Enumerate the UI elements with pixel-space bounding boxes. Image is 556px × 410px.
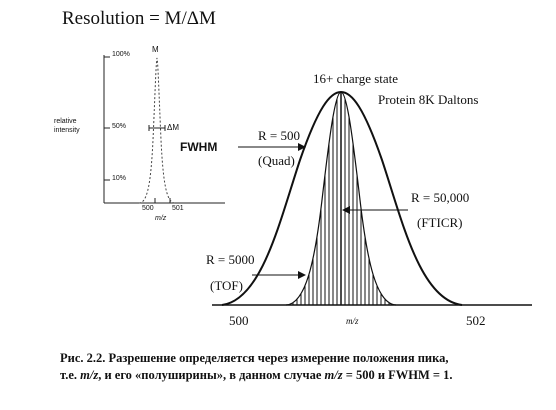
charge-state-label: 16+ charge state	[313, 71, 399, 86]
caption-text-e: = 500 и FWHM = 1.	[342, 368, 453, 382]
caption-mz-2: m/z	[324, 368, 343, 382]
inset-peak-curve	[138, 57, 176, 204]
inset-width-label: ΔM	[167, 123, 180, 132]
inset-xtick-label-501: 501	[172, 205, 184, 212]
caption-text-a: т.е.	[60, 368, 81, 382]
quad-resolution-label: R = 500	[258, 128, 301, 143]
fticr-name-label: (FTICR)	[417, 215, 463, 230]
inset-ylabel-2: intensity	[54, 127, 80, 134]
resolution-formula: Resolution = M/ΔM	[62, 8, 216, 29]
caption-line-1: Рис. 2.2. Разрешение определяется через …	[60, 351, 449, 365]
main-xlabel: m/z	[346, 316, 359, 326]
figure-caption: Рис. 2.2. Разрешение определяется через …	[60, 350, 550, 384]
fticr-resolution-label: R = 50,000	[411, 190, 470, 205]
inset-xtick-label-500: 500	[142, 205, 154, 212]
protein-label: Protein 8K Daltons	[378, 92, 479, 107]
inset-ylabel-1: relative	[54, 118, 77, 125]
caption-mz-1: m/z	[80, 368, 99, 382]
inset-tick-label-50: 50%	[112, 123, 127, 130]
inset-xlabel: m/z	[155, 215, 167, 222]
caption-line-2: т.е. m/z, и его «полуширины», в данном с…	[60, 367, 550, 384]
tof-name-label: (TOF)	[210, 278, 243, 293]
fwhm-label: FWHM	[180, 140, 218, 154]
inset-tick-label-100: 100%	[112, 51, 130, 58]
hatched-peak-fill	[286, 92, 396, 305]
main-xtick-label-500: 500	[229, 313, 249, 328]
inset-peak-label: M	[152, 45, 159, 54]
main-xtick-label-502: 502	[466, 313, 486, 328]
tof-resolution-label: R = 5000	[206, 252, 255, 267]
quad-name-label: (Quad)	[258, 153, 295, 168]
caption-text-c: , и его «полуширины», в данном случае	[98, 368, 325, 382]
inset-tick-label-10: 10%	[112, 175, 127, 182]
